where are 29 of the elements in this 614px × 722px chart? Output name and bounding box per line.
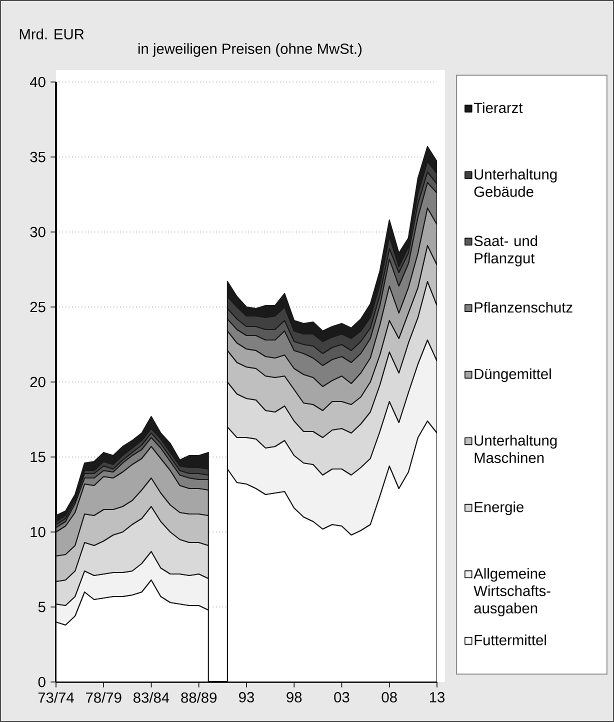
text: Futtermittel xyxy=(474,634,546,646)
y-axis-title: Mrd. EUR xyxy=(20,28,84,40)
x-tick-label: 83/84 xyxy=(134,692,170,703)
legend-label: Energie xyxy=(474,501,524,516)
y-tick-label: 15 xyxy=(30,452,46,462)
x-tick-label: 78/79 xyxy=(86,692,122,703)
x-tick-label: 08 xyxy=(382,692,397,702)
x-tick-label: 13 xyxy=(430,692,444,702)
x-tick-label: 98 xyxy=(286,692,302,702)
y-tick-label: 5 xyxy=(38,602,46,612)
y-tick-label: 20 xyxy=(30,376,46,388)
legend-label: Unterhaltung Gebäude xyxy=(474,168,557,197)
y-tick-label: 25 xyxy=(30,302,46,312)
x-tick-label: 93 xyxy=(239,692,254,702)
legend-label: Saat- und Pflanzgut xyxy=(474,235,538,266)
legend-label: Düngemittel xyxy=(474,368,551,382)
y-tick-label: 30 xyxy=(30,226,46,238)
text: Allgemeine Wirtschafts-ausgaben xyxy=(474,568,550,616)
legend-label: Pflanzenschutz xyxy=(474,302,572,313)
x-tick-label: 03 xyxy=(334,692,350,702)
x-tick-label: 73/74 xyxy=(38,692,74,703)
chart-title: in jeweiligen Preisen (ohne MwSt.) xyxy=(138,43,362,57)
y-tick-label: 35 xyxy=(30,152,46,162)
y-tick-label: 40 xyxy=(30,76,46,88)
x-tick-label: 88/89 xyxy=(181,692,217,703)
y-tick-label: 0 xyxy=(38,676,46,688)
legend-label: Tierarzt xyxy=(474,102,523,114)
legend-label: Unterhaltung Maschinen xyxy=(474,434,557,464)
y-tick-label: 10 xyxy=(30,526,46,538)
